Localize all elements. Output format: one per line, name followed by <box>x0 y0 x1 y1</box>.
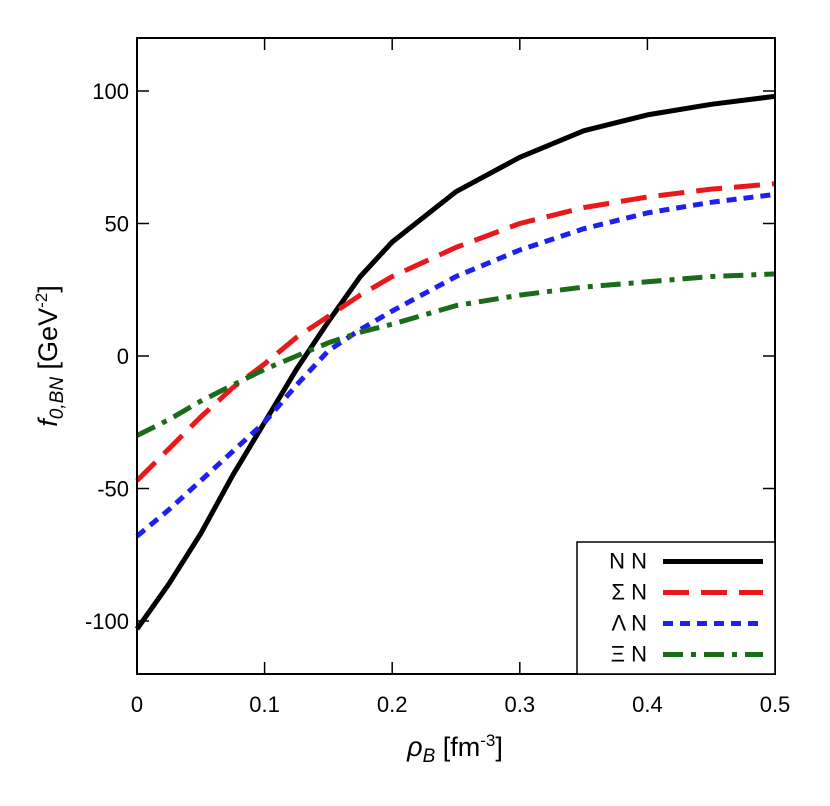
x-tick-label: 0.4 <box>632 692 663 717</box>
y-tick-label: -50 <box>97 477 129 502</box>
x-axis-unit: [fm <box>435 732 480 762</box>
legend-label-3: Ξ N <box>611 642 647 667</box>
x-tick-label: 0.5 <box>760 692 791 717</box>
series-line-1 <box>135 181 776 483</box>
legend-label-0: N N <box>609 549 647 574</box>
x-axis-unit-exponent: -3 <box>480 731 495 750</box>
y-tick-label: 50 <box>105 212 129 237</box>
x-tick-label: 0.1 <box>249 692 280 717</box>
series-line-0 <box>134 93 776 631</box>
y-axis-unit: [GeV <box>33 308 63 377</box>
x-axis-symbol: ρ <box>406 732 422 762</box>
series-line-3 <box>135 271 776 438</box>
x-axis-unit-close: ] <box>495 732 503 762</box>
y-axis-unit-close: ] <box>33 285 63 293</box>
y-axis-subscript: 0,BN <box>47 377 68 420</box>
y-axis-symbol: f <box>33 417 63 427</box>
y-tick-label: 0 <box>117 344 129 369</box>
x-tick-label: 0 <box>131 692 143 717</box>
y-tick-label: 100 <box>92 79 129 104</box>
x-tick-label: 0.3 <box>505 692 536 717</box>
y-axis-unit-exponent: -2 <box>32 293 51 308</box>
x-axis-label: ρB [fm-3] <box>406 731 503 767</box>
x-tick-label: 0.2 <box>377 692 408 717</box>
legend-label-1: Σ N <box>611 580 647 605</box>
y-tick-label: -100 <box>85 609 129 634</box>
x-axis-subscript: B <box>423 746 436 767</box>
legend: N N Σ N Λ N Ξ N <box>576 541 776 675</box>
legend-label-2: Λ N <box>612 611 647 636</box>
series-layer <box>134 93 776 631</box>
y-axis-label: f0,BN [GeV-2] <box>32 285 68 426</box>
